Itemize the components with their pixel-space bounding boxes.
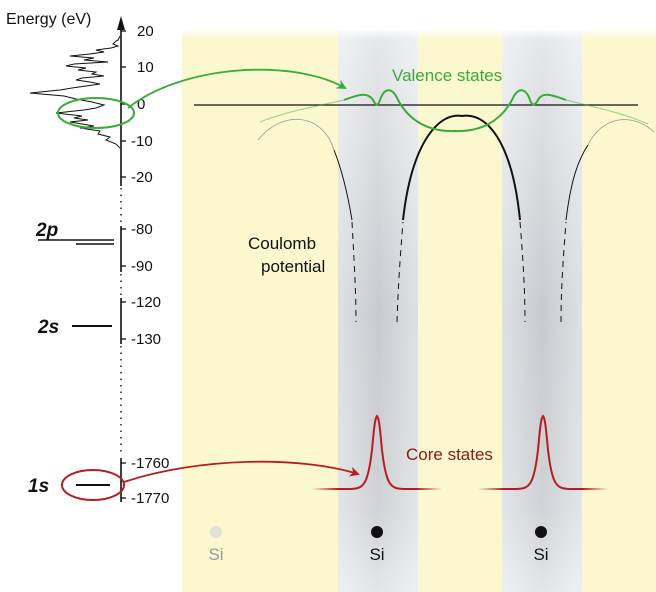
tick-label: -130 bbox=[131, 331, 161, 348]
tick-label: 10 bbox=[137, 59, 154, 76]
tick-label: -80 bbox=[131, 221, 153, 238]
valence-curve-main bbox=[343, 89, 567, 133]
axis-arrow-icon bbox=[117, 16, 125, 30]
potential-curve-left-a-dashed bbox=[351, 221, 357, 323]
valence-states-curve bbox=[259, 89, 649, 133]
valence-highlight-ellipse bbox=[57, 97, 135, 129]
tick-label: 0 bbox=[137, 96, 145, 113]
potential-curve-right-b-dashed bbox=[519, 221, 526, 323]
potential-curve-right-a-dashed bbox=[396, 221, 404, 323]
energy-axis: Energy (eV) 20 10 0 -10 -20 -8 bbox=[6, 11, 169, 507]
coulomb-potential bbox=[257, 114, 655, 323]
atom-label: Si bbox=[369, 545, 384, 564]
tick-label: 20 bbox=[137, 23, 154, 40]
gray-fade-overlay bbox=[502, 30, 582, 592]
yellow-band bbox=[182, 30, 338, 592]
core-highlight-ellipse bbox=[61, 469, 125, 501]
level-1s-label: 1s bbox=[28, 476, 49, 497]
atom-label: Si bbox=[208, 545, 223, 564]
core-peak-left bbox=[312, 414, 442, 490]
tick-label: -120 bbox=[131, 294, 161, 311]
crystal-background bbox=[182, 30, 656, 592]
yellow-band bbox=[418, 30, 502, 592]
gray-fade-overlay bbox=[338, 30, 418, 592]
valence-curve-faded-right bbox=[565, 99, 649, 125]
valence-states-label: Valence states bbox=[392, 66, 502, 85]
valence-curve-faded-left bbox=[259, 99, 345, 123]
potential-curve-central-hump bbox=[402, 114, 521, 221]
atom-label: Si bbox=[533, 545, 548, 564]
tick-label: -20 bbox=[131, 169, 153, 186]
yellow-band bbox=[582, 30, 656, 592]
core-peak-right bbox=[478, 414, 608, 490]
potential-curve-left-c-dashed bbox=[560, 221, 567, 323]
tick-label: -1760 bbox=[131, 455, 169, 472]
atom-dot-faded bbox=[210, 526, 222, 538]
core-arrow bbox=[123, 460, 360, 483]
coulomb-label-line1: Coulomb bbox=[248, 234, 316, 253]
tick-label: -1770 bbox=[131, 490, 169, 507]
density-of-states-curve bbox=[29, 35, 121, 149]
atom-dot bbox=[371, 526, 383, 538]
level-2s-label: 2s bbox=[37, 317, 59, 338]
level-2p-label: 2p bbox=[35, 220, 58, 241]
energy-levels: 2p 2s 1s bbox=[28, 220, 114, 497]
core-states-label: Core states bbox=[406, 445, 493, 464]
potential-curve-faded bbox=[257, 118, 335, 151]
potential-curve-left-a bbox=[333, 149, 353, 221]
tick-label: -90 bbox=[131, 258, 153, 275]
tick-label: -10 bbox=[131, 133, 153, 150]
atom-dot bbox=[535, 526, 547, 538]
core-states-peaks bbox=[312, 414, 608, 490]
valence-arrow bbox=[127, 68, 347, 109]
potential-curve-faded bbox=[587, 119, 655, 146]
coulomb-label-line2: potential bbox=[261, 257, 325, 276]
potential-curve-right-c bbox=[565, 144, 589, 221]
axis-title: Energy (eV) bbox=[6, 11, 91, 28]
atoms: Si Si Si bbox=[208, 526, 549, 564]
